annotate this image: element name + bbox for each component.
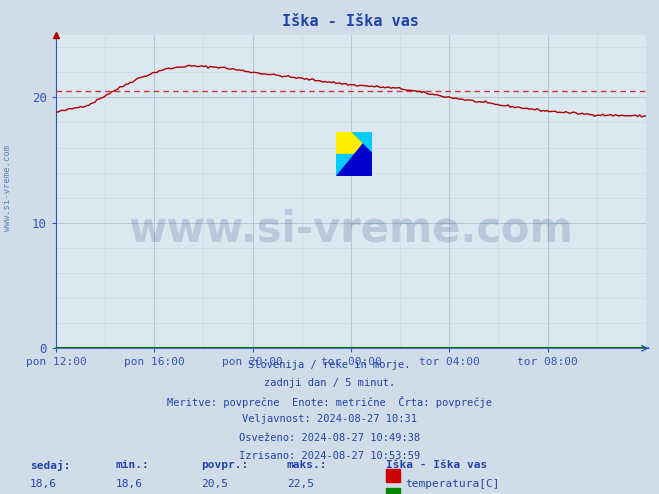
Polygon shape bbox=[335, 131, 372, 176]
Text: maks.:: maks.: bbox=[287, 460, 327, 470]
Text: 18,6: 18,6 bbox=[30, 479, 57, 489]
Polygon shape bbox=[335, 154, 372, 176]
Text: Osveženo: 2024-08-27 10:49:38: Osveženo: 2024-08-27 10:49:38 bbox=[239, 433, 420, 443]
Text: sedaj:: sedaj: bbox=[30, 460, 70, 471]
Text: Izrisano: 2024-08-27 10:53:59: Izrisano: 2024-08-27 10:53:59 bbox=[239, 451, 420, 461]
Text: min.:: min.: bbox=[115, 460, 149, 470]
Text: www.si-vreme.com: www.si-vreme.com bbox=[3, 145, 13, 231]
Text: www.si-vreme.com: www.si-vreme.com bbox=[129, 208, 573, 250]
Text: Slovenija / reke in morje.: Slovenija / reke in morje. bbox=[248, 360, 411, 370]
Text: Meritve: povprečne  Enote: metrične  Črta: povprečje: Meritve: povprečne Enote: metrične Črta:… bbox=[167, 396, 492, 408]
Text: Veljavnost: 2024-08-27 10:31: Veljavnost: 2024-08-27 10:31 bbox=[242, 414, 417, 424]
Title: Iška - Iška vas: Iška - Iška vas bbox=[283, 14, 419, 29]
Text: temperatura[C]: temperatura[C] bbox=[405, 479, 500, 489]
Text: zadnji dan / 5 minut.: zadnji dan / 5 minut. bbox=[264, 378, 395, 388]
Polygon shape bbox=[352, 131, 372, 152]
Polygon shape bbox=[335, 131, 372, 176]
Text: 18,6: 18,6 bbox=[115, 479, 142, 489]
Text: povpr.:: povpr.: bbox=[201, 460, 248, 470]
Text: 20,5: 20,5 bbox=[201, 479, 228, 489]
Text: Iška - Iška vas: Iška - Iška vas bbox=[386, 460, 487, 470]
Text: 22,5: 22,5 bbox=[287, 479, 314, 489]
